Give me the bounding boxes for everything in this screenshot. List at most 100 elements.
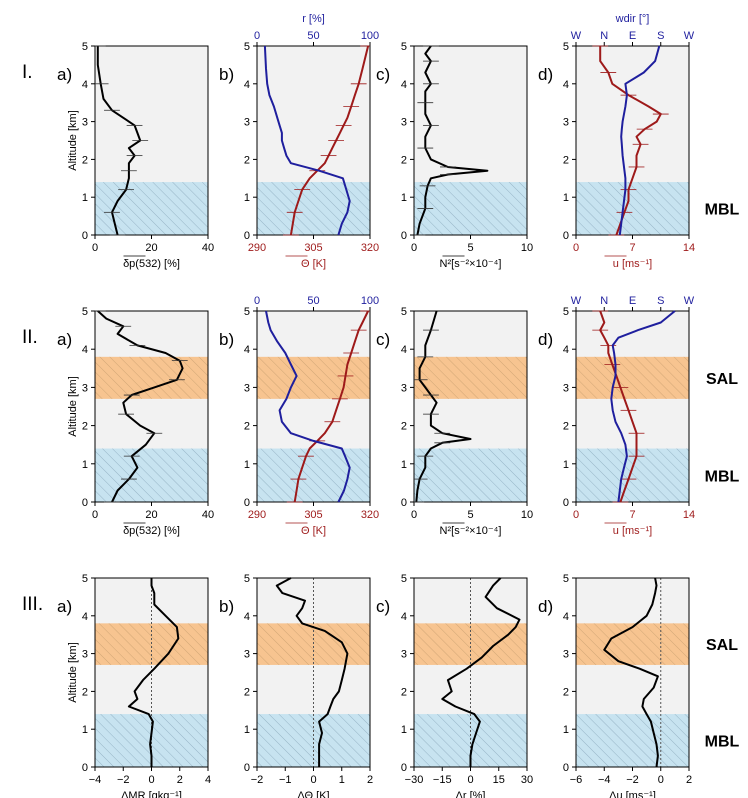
x-tick-label: 20 xyxy=(145,242,157,254)
y-tick-label: 1 xyxy=(563,192,569,204)
x-axis-label: N²[s⁻²×10⁻⁴] xyxy=(440,525,502,537)
top-x-tick-label: W xyxy=(571,30,582,42)
x-tick-label: 14 xyxy=(683,509,695,521)
y-tick-label: 5 xyxy=(401,306,407,318)
row-label-i: I. xyxy=(22,62,33,83)
sal-label: SAL xyxy=(706,637,738,654)
y-tick-label: 0 xyxy=(563,497,569,509)
x-tick-label: 20 xyxy=(145,509,157,521)
row-label-ii: II. xyxy=(22,327,38,348)
y-tick-label: 4 xyxy=(401,79,407,91)
panel-frame xyxy=(575,310,690,503)
x-axis-label: δp(532) [%] xyxy=(123,258,180,270)
y-tick-label: 5 xyxy=(82,41,88,53)
series-line-ii-c-0 xyxy=(415,310,472,503)
panel-letter: a) xyxy=(57,330,72,349)
series-line-i-d-0 xyxy=(599,46,662,236)
y-tick-label: 3 xyxy=(244,117,250,129)
y-tick-label: 0 xyxy=(563,230,569,242)
series-line-ii-b-0 xyxy=(293,310,369,503)
x-axis-label: ΔMR [gkg⁻¹] xyxy=(121,790,182,798)
x-tick-label: 1 xyxy=(339,774,345,786)
panel-letter: c) xyxy=(376,65,390,84)
x-axis-label: Θ [K] xyxy=(301,525,326,537)
y-tick-label: 4 xyxy=(244,344,250,356)
y-tick-label: 1 xyxy=(244,459,250,471)
y-tick-label: 3 xyxy=(82,382,88,394)
y-tick-label: 2 xyxy=(244,421,250,433)
x-tick-label: −15 xyxy=(433,774,452,786)
y-tick-label: 0 xyxy=(563,762,569,774)
y-tick-label: 5 xyxy=(244,41,250,53)
x-tick-label: 0 xyxy=(411,242,417,254)
x-axis-label: u [ms⁻¹] xyxy=(613,258,652,270)
y-tick-label: 3 xyxy=(244,382,250,394)
y-tick-label: 4 xyxy=(563,79,569,91)
x-tick-label: 7 xyxy=(629,242,635,254)
x-tick-label: −2 xyxy=(117,774,130,786)
series-line-iii-c-0 xyxy=(441,577,521,767)
x-tick-label: −4 xyxy=(598,774,611,786)
x-tick-label: 0 xyxy=(92,242,98,254)
y-tick-label: 2 xyxy=(563,686,569,698)
y-tick-label: 3 xyxy=(401,649,407,661)
x-axis-label: Δr [%] xyxy=(456,790,486,798)
panel-ii-b xyxy=(253,307,371,524)
y-tick-label: 0 xyxy=(82,230,88,242)
x-tick-label: 320 xyxy=(361,509,379,521)
x-tick-label: 5 xyxy=(467,242,473,254)
top-x-tick-label: W xyxy=(571,295,582,307)
y-tick-label: 3 xyxy=(82,117,88,129)
top-x-tick-label: W xyxy=(684,295,695,307)
x-tick-label: 15 xyxy=(493,774,505,786)
y-tick-label: 5 xyxy=(244,573,250,585)
top-x-tick-label: 50 xyxy=(307,30,319,42)
series-line-ii-d-1 xyxy=(610,310,676,503)
y-tick-label: 5 xyxy=(563,306,569,318)
top-x-tick-label: E xyxy=(629,30,636,42)
x-tick-label: 40 xyxy=(202,242,214,254)
x-tick-label: 10 xyxy=(521,242,533,254)
x-tick-label: −1 xyxy=(279,774,292,786)
y-tick-label: 3 xyxy=(563,117,569,129)
panel-frame xyxy=(413,45,528,236)
panel-letter: a) xyxy=(57,597,72,616)
x-tick-label: 290 xyxy=(248,242,266,254)
panel-letter: d) xyxy=(538,330,553,349)
top-x-tick-label: E xyxy=(629,295,636,307)
panel-frame xyxy=(413,310,528,503)
panel-iii-b xyxy=(253,577,371,771)
y-tick-label: 4 xyxy=(401,344,407,356)
y-tick-label: 1 xyxy=(244,192,250,204)
y-tick-label: 2 xyxy=(244,686,250,698)
x-tick-label: 305 xyxy=(304,242,322,254)
y-tick-label: 4 xyxy=(82,344,88,356)
panel-i-a xyxy=(91,45,209,257)
series-line-iii-a-0 xyxy=(127,578,180,767)
y-tick-label: 1 xyxy=(82,459,88,471)
top-x-tick-label: S xyxy=(657,295,664,307)
y-tick-label: 4 xyxy=(244,611,250,623)
panel-iii-d xyxy=(572,577,690,771)
y-tick-label: 0 xyxy=(82,762,88,774)
mbl-hatch xyxy=(576,182,689,235)
series-line-iii-b-0 xyxy=(275,577,349,767)
x-tick-label: 0 xyxy=(411,509,417,521)
panel-ii-a xyxy=(91,310,209,524)
y-tick-label: 1 xyxy=(563,724,569,736)
series-line-i-d-1 xyxy=(618,45,661,236)
x-tick-label: −30 xyxy=(405,774,424,786)
y-tick-label: 1 xyxy=(401,724,407,736)
top-x-tick-label: N xyxy=(600,30,608,42)
panel-iii-c xyxy=(410,577,528,771)
y-tick-label: 4 xyxy=(244,79,250,91)
panel-letter: d) xyxy=(538,597,553,616)
panel-frame xyxy=(575,577,690,768)
y-tick-label: 1 xyxy=(401,192,407,204)
x-tick-label: 0 xyxy=(148,774,154,786)
y-tick-label: 2 xyxy=(401,686,407,698)
y-axis-label: Altitude [km] xyxy=(67,110,79,171)
sal-hatch xyxy=(576,623,689,665)
y-tick-label: 2 xyxy=(82,421,88,433)
x-tick-label: 0 xyxy=(467,774,473,786)
